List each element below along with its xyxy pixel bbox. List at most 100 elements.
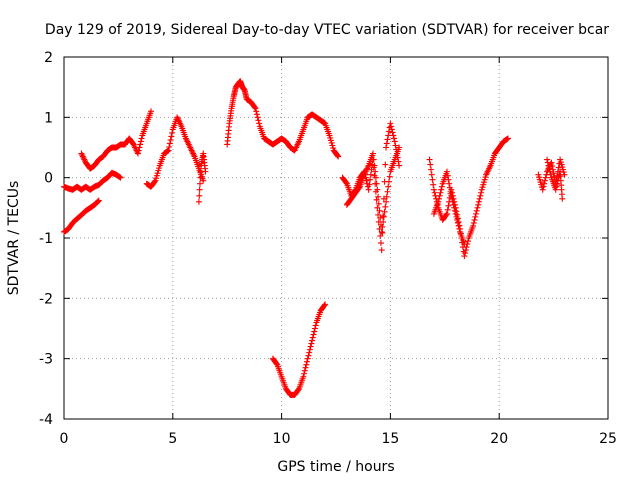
data-point [254, 114, 261, 121]
data-point [197, 180, 203, 187]
data-point [256, 120, 263, 127]
data-point [301, 367, 308, 374]
data-point [443, 168, 450, 175]
data-point [462, 247, 469, 254]
data-point [470, 222, 477, 229]
series-track-m [544, 156, 566, 202]
data-point [552, 186, 559, 193]
data-point [367, 176, 374, 183]
data-point [95, 198, 102, 205]
data-point [375, 193, 382, 200]
data-point [377, 240, 384, 247]
data-point [544, 156, 551, 163]
data-point [151, 178, 158, 185]
data-point [545, 162, 552, 169]
data-point [473, 207, 480, 214]
x-tick-label: 15 [381, 431, 399, 447]
data-point [380, 213, 387, 220]
chart-title: Day 129 of 2019, Sidereal Day-to-day VTE… [45, 22, 609, 38]
data-point [392, 142, 399, 149]
data-point [371, 162, 378, 169]
data-point [135, 147, 142, 154]
x-tick-label: 25 [599, 431, 617, 447]
data-point [373, 196, 380, 203]
data-point [453, 213, 460, 220]
y-tick-label: 2 [44, 50, 53, 66]
y-tick-label: -3 [39, 352, 53, 368]
data-point [455, 222, 462, 229]
data-point [388, 126, 395, 133]
y-tick-label: -1 [39, 231, 53, 247]
data-point [476, 195, 483, 202]
data-point [309, 334, 316, 341]
data-point [504, 135, 511, 142]
data-point [117, 174, 124, 181]
data-point [374, 186, 381, 193]
data-point [391, 135, 398, 142]
data-point [470, 219, 477, 226]
data-point [379, 223, 386, 230]
data-point [375, 211, 382, 218]
data-point [196, 192, 203, 199]
data-point [253, 108, 260, 115]
data-point [427, 161, 434, 168]
data-point [134, 150, 141, 157]
y-tick-label: 1 [44, 110, 53, 126]
data-point [138, 135, 145, 142]
data-point [451, 207, 458, 214]
data-point [544, 159, 551, 166]
data-point [306, 346, 313, 353]
data-point [195, 198, 202, 205]
data-point [539, 186, 546, 193]
data-point [384, 188, 391, 195]
data-point [382, 161, 389, 168]
data-point [387, 120, 394, 127]
data-point [137, 138, 144, 145]
data-point [429, 176, 436, 183]
y-tick-label: -2 [39, 291, 53, 307]
data-point [136, 144, 143, 151]
data-point [542, 174, 549, 181]
data-point [472, 213, 479, 220]
series-track-i [343, 144, 403, 235]
data-point [373, 180, 380, 187]
data-point [546, 168, 553, 175]
data-point [377, 214, 384, 221]
data-point [463, 244, 470, 251]
y-axis-label: SDTVAR / TECUs [6, 181, 22, 296]
data-point [377, 232, 384, 239]
data-point [366, 181, 373, 188]
data-point [471, 216, 478, 223]
data-point [386, 173, 393, 180]
data-point [305, 352, 312, 359]
data-point [478, 189, 485, 196]
x-tick-label: 5 [168, 431, 177, 447]
data-point [541, 177, 548, 184]
data-point [449, 198, 456, 205]
series-track-a [61, 169, 124, 193]
data-point [378, 247, 385, 254]
data-point [547, 171, 554, 178]
data-point [554, 180, 561, 187]
data-point [553, 183, 560, 190]
data-point [166, 143, 173, 150]
data-point [454, 216, 461, 223]
data-point [383, 193, 390, 200]
data-point [95, 197, 102, 204]
data-point [304, 355, 311, 362]
y-tick-label: 0 [44, 171, 53, 187]
data-point [370, 156, 377, 163]
data-point [444, 206, 451, 213]
data-point [369, 150, 376, 157]
data-point [295, 386, 302, 393]
data-point [389, 129, 396, 136]
series-track-c [78, 108, 155, 172]
data-point [435, 195, 442, 202]
data-point [451, 204, 458, 211]
data-points [61, 78, 568, 398]
data-point [310, 331, 317, 338]
data-point [196, 186, 203, 193]
data-point [461, 241, 468, 248]
data-point [367, 171, 374, 178]
data-point [454, 219, 461, 226]
